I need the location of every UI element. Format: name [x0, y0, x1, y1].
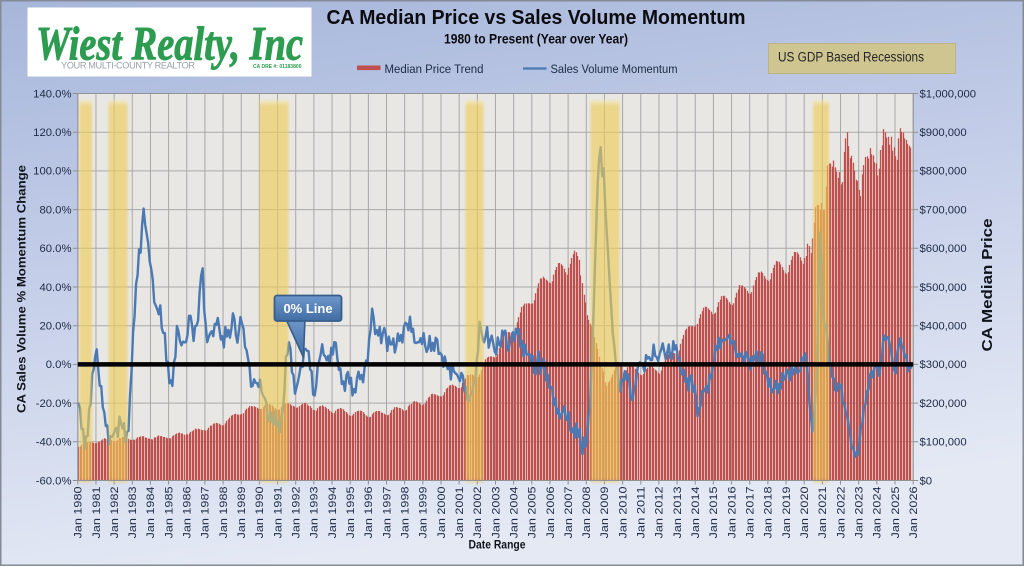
svg-text:Jan 2011: Jan 2011 [636, 487, 648, 539]
svg-text:Jan 2004: Jan 2004 [508, 487, 520, 539]
svg-text:Wiest Realty, Inc: Wiest Realty, Inc [36, 18, 303, 71]
svg-text:Jan 2003: Jan 2003 [490, 487, 502, 539]
svg-text:20.0%: 20.0% [39, 321, 71, 333]
svg-text:40.0%: 40.0% [39, 282, 71, 294]
svg-text:Jan 2020: Jan 2020 [799, 487, 811, 539]
svg-text:Jan 1982: Jan 1982 [109, 487, 121, 539]
svg-text:-40.0%: -40.0% [36, 437, 72, 449]
svg-text:Jan 1994: Jan 1994 [327, 487, 339, 539]
svg-text:-60.0%: -60.0% [36, 475, 72, 487]
svg-text:$900,000: $900,000 [920, 127, 967, 139]
svg-text:$700,000: $700,000 [920, 204, 967, 216]
svg-text:Jan 2016: Jan 2016 [726, 487, 738, 539]
svg-text:Jan 1983: Jan 1983 [127, 487, 139, 539]
svg-text:Jan 1991: Jan 1991 [272, 487, 284, 539]
svg-text:Jan 2013: Jan 2013 [672, 487, 684, 539]
svg-text:Jan 2007: Jan 2007 [563, 487, 575, 539]
svg-text:0% Line: 0% Line [283, 301, 332, 316]
svg-text:Jan 1998: Jan 1998 [399, 487, 411, 539]
svg-text:Jan 2026: Jan 2026 [908, 487, 920, 539]
svg-text:Jan 1997: Jan 1997 [381, 487, 393, 539]
svg-text:YOUR MULTI-COUNTY REALTOR: YOUR MULTI-COUNTY REALTOR [61, 61, 195, 71]
svg-text:$600,000: $600,000 [920, 243, 967, 255]
svg-text:Jan 1995: Jan 1995 [345, 487, 357, 539]
svg-text:CA DRE #: 01183800: CA DRE #: 01183800 [253, 64, 302, 70]
svg-text:CA Sales Volume % Momentum Cha: CA Sales Volume % Momentum Change [15, 165, 29, 413]
svg-text:$800,000: $800,000 [920, 166, 967, 178]
svg-text:Jan 1996: Jan 1996 [363, 487, 375, 539]
svg-text:$100,000: $100,000 [920, 437, 967, 449]
svg-text:CA Median Price: CA Median Price [980, 219, 996, 352]
svg-text:Jan 2015: Jan 2015 [708, 487, 720, 539]
svg-text:Jan 1992: Jan 1992 [291, 487, 303, 539]
svg-text:$0: $0 [920, 475, 933, 487]
svg-text:Sales Volume Momentum: Sales Volume Momentum [551, 62, 678, 76]
svg-text:Jan 1981: Jan 1981 [91, 487, 103, 539]
svg-text:80.0%: 80.0% [39, 204, 71, 216]
svg-text:-20.0%: -20.0% [36, 398, 72, 410]
svg-text:140.0%: 140.0% [33, 88, 71, 100]
svg-text:Median Price Trend: Median Price Trend [385, 62, 484, 76]
svg-text:CA Median Price vs Sales Volum: CA Median Price vs Sales Volume Momentum [327, 7, 746, 29]
svg-text:$400,000: $400,000 [920, 321, 967, 333]
svg-text:Jan 2000: Jan 2000 [436, 487, 448, 539]
svg-text:Jan 2001: Jan 2001 [454, 487, 466, 539]
svg-text:Jan 1988: Jan 1988 [218, 487, 230, 539]
svg-text:Jan 2025: Jan 2025 [890, 487, 902, 539]
svg-text:Jan 2005: Jan 2005 [527, 487, 539, 539]
svg-text:Jan 1990: Jan 1990 [254, 487, 266, 539]
svg-text:Jan 2023: Jan 2023 [853, 487, 865, 539]
svg-text:Jan 1989: Jan 1989 [236, 487, 248, 539]
svg-text:Jan 1985: Jan 1985 [163, 487, 175, 539]
svg-text:Jan 2021: Jan 2021 [817, 487, 829, 539]
svg-text:100.0%: 100.0% [33, 166, 71, 178]
svg-text:Jan 1987: Jan 1987 [200, 487, 212, 539]
svg-text:60.0%: 60.0% [39, 243, 71, 255]
svg-text:Jan 2017: Jan 2017 [745, 487, 757, 539]
svg-text:Jan 2018: Jan 2018 [763, 487, 775, 539]
svg-text:Jan 2014: Jan 2014 [690, 487, 702, 539]
svg-text:Jan 1986: Jan 1986 [182, 487, 194, 539]
svg-text:1980 to Present (Year over Yea: 1980 to Present (Year over Year) [444, 32, 628, 47]
svg-text:$1,000,000: $1,000,000 [920, 88, 977, 100]
svg-text:Jan 1993: Jan 1993 [309, 487, 321, 539]
svg-text:Date Range: Date Range [469, 539, 526, 552]
svg-text:Jan 2024: Jan 2024 [872, 487, 884, 539]
svg-text:0.0%: 0.0% [46, 359, 72, 371]
svg-text:Jan 2010: Jan 2010 [617, 487, 629, 539]
svg-text:Jan 2022: Jan 2022 [835, 487, 847, 539]
svg-text:120.0%: 120.0% [33, 127, 71, 139]
svg-text:Jan 1984: Jan 1984 [145, 487, 157, 539]
svg-text:Jan 2019: Jan 2019 [781, 487, 793, 539]
svg-text:Jan 2002: Jan 2002 [472, 487, 484, 539]
svg-text:Jan 2012: Jan 2012 [654, 487, 666, 539]
svg-text:Jan 1980: Jan 1980 [73, 487, 85, 539]
svg-text:Jan 2006: Jan 2006 [545, 487, 557, 539]
svg-text:US GDP Based Recessions: US GDP Based Recessions [778, 50, 924, 65]
svg-text:Jan 2008: Jan 2008 [581, 487, 593, 539]
svg-text:$500,000: $500,000 [920, 282, 967, 294]
svg-text:$200,000: $200,000 [920, 398, 967, 410]
svg-text:Jan 2009: Jan 2009 [599, 487, 611, 539]
svg-text:$300,000: $300,000 [920, 359, 967, 371]
svg-text:Jan 1999: Jan 1999 [418, 487, 430, 539]
